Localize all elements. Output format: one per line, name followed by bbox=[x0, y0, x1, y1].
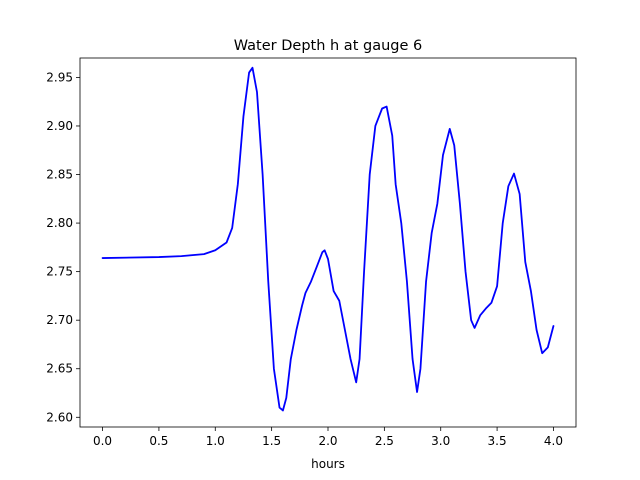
x-axis-label: hours bbox=[311, 457, 345, 471]
x-tick-label: 3.0 bbox=[431, 434, 450, 448]
plot-frame bbox=[79, 57, 577, 428]
x-tick-label: 1.0 bbox=[206, 434, 225, 448]
x-tick-label: 0.0 bbox=[93, 434, 112, 448]
y-tick-label: 2.95 bbox=[46, 70, 73, 84]
y-tick-label: 2.60 bbox=[46, 410, 73, 424]
x-tick-label: 2.0 bbox=[318, 434, 337, 448]
y-tick-label: 2.80 bbox=[46, 216, 73, 230]
y-tick-label: 2.85 bbox=[46, 168, 73, 182]
y-tick-label: 2.65 bbox=[46, 362, 73, 376]
x-tick-label: 4.0 bbox=[544, 434, 563, 448]
plot-area: 0.0 0.5 1.0 1.5 2.0 2.5 3.0 3.5 4.0 2.60 2.65 2.70 2… bbox=[46, 57, 577, 448]
y-tick-label: 2.90 bbox=[46, 119, 73, 133]
series-line-0 bbox=[101, 66, 555, 412]
chart-title: Water Depth h at gauge 6 bbox=[234, 38, 422, 54]
y-tick-label: 2.75 bbox=[46, 265, 73, 279]
x-tick-label: 0.5 bbox=[149, 434, 168, 448]
x-tick-label: 3.5 bbox=[488, 434, 507, 448]
x-tick-label: 1.5 bbox=[262, 434, 281, 448]
y-tick-label: 2.70 bbox=[46, 313, 73, 327]
x-tick-label: 2.5 bbox=[375, 434, 394, 448]
